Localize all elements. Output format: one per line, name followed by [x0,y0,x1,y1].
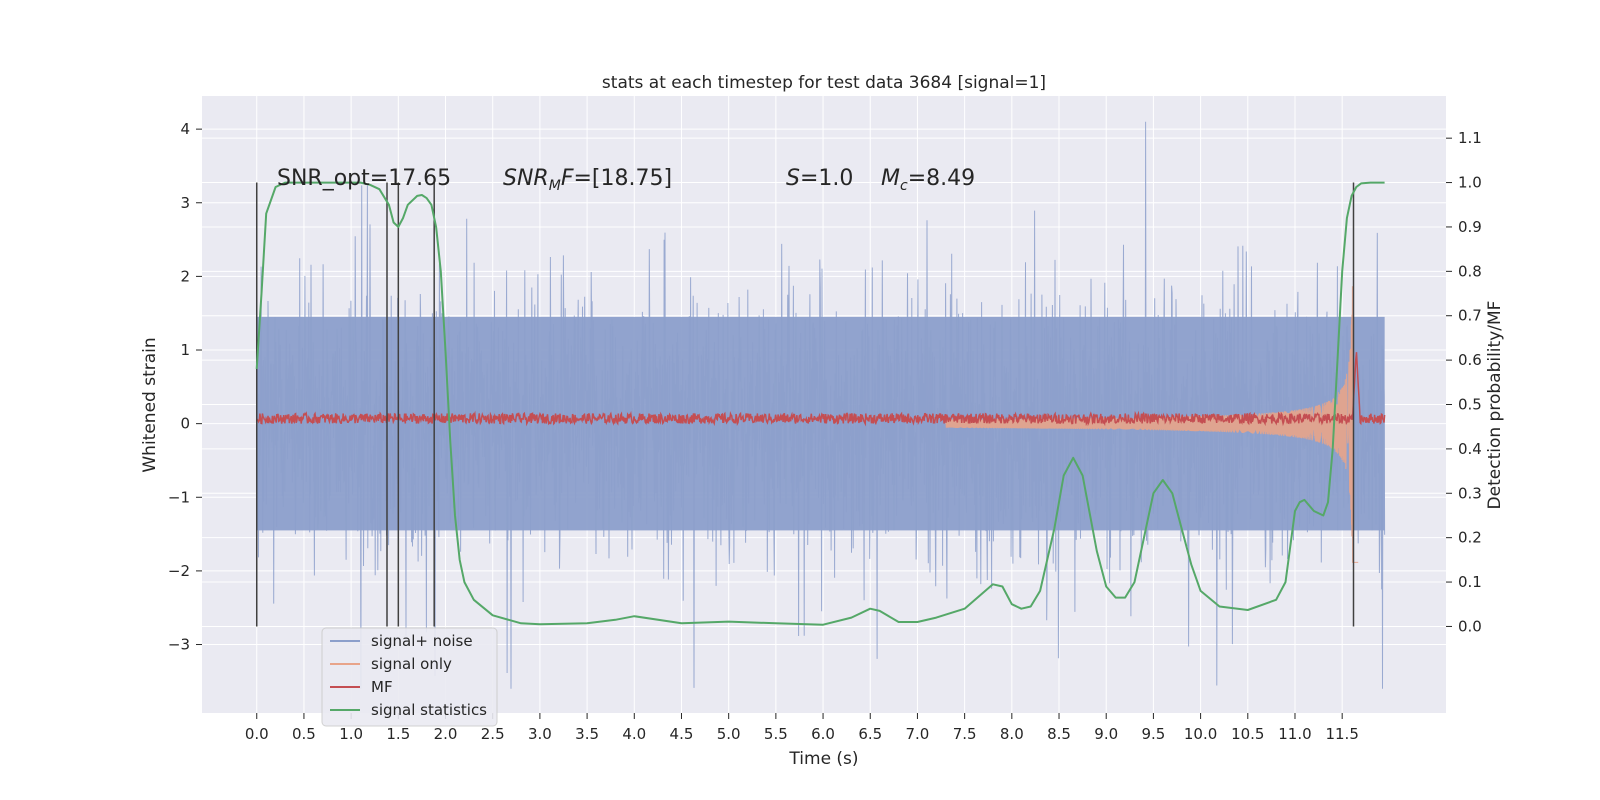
x-tick-label: 2.5 [481,725,505,743]
y2-tick-label: 0.9 [1458,218,1482,236]
annotation-snr-mf: SNRMF=[18.75] [503,166,672,194]
x-tick-label: 4.0 [622,725,646,743]
signal-statistics-line [255,181,1385,626]
y-tick-label: 2 [180,267,190,285]
x-tick-label: 5.5 [764,725,788,743]
legend: signal+ noise signal only MF signal stat… [321,627,498,727]
y-axis-right-ticks: 0.0 0.1 0.2 0.3 0.4 0.5 0.6 0.7 0.8 0.9 1.0 1.1 [1446,129,1482,635]
y2-tick-label: 0.2 [1458,529,1482,547]
x-tick-label: 10.0 [1184,725,1217,743]
y-tick-label: 1 [180,341,190,359]
x-tick-label: 4.5 [670,725,694,743]
x-tick-label: 2.0 [434,725,458,743]
y2-tick-label: 0.7 [1458,307,1482,325]
x-tick-label: 7.0 [906,725,930,743]
y2-axis-label: Detection probability/MF [1485,301,1505,510]
legend-label-signal-statistics: signal statistics [371,701,487,719]
x-tick-label: 3.5 [575,725,599,743]
x-tick-label: 6.0 [811,725,835,743]
y-tick-label: −3 [168,636,190,654]
y2-tick-label: 0.1 [1458,573,1482,591]
y-axis-label: Whitened strain [140,337,160,472]
x-tick-label: 3.0 [528,725,552,743]
chirp-trace [945,286,1359,563]
x-tick-label: 8.5 [1047,725,1071,743]
x-tick-label: 10.5 [1231,725,1264,743]
legend-label-signal-only: signal only [371,655,452,673]
mf-trace [256,352,1386,427]
legend-label-signal-noise: signal+ noise [371,632,473,650]
y-tick-label: −2 [168,562,190,580]
y2-tick-label: 1.1 [1458,129,1482,147]
annotation-snr-opt: SNR_opt=17.65 [277,166,451,191]
x-axis-label: Time (s) [788,749,858,769]
x-tick-label: 7.5 [953,725,977,743]
annotation-s: S=1.0 [786,166,853,191]
y-tick-label: 3 [180,194,190,212]
y-tick-label: −1 [168,488,190,506]
x-tick-label: 0.5 [292,725,316,743]
series-signal-statistics [255,181,1385,626]
x-tick-label: 9.5 [1141,725,1165,743]
annotation-mc: Mc=8.49 [881,166,975,194]
y2-tick-label: 0.8 [1458,262,1482,280]
y-tick-label: 0 [180,415,190,433]
chart-title: stats at each timestep for test data 368… [602,73,1046,93]
x-tick-label: 1.5 [386,725,410,743]
legend-box [321,627,498,727]
y2-tick-label: 0.3 [1458,484,1482,502]
x-tick-label: 11.5 [1325,725,1358,743]
y2-tick-label: 0.0 [1458,617,1482,635]
x-tick-label: 5.0 [717,725,741,743]
x-tick-label: 8.0 [1000,725,1024,743]
series-signal-only [945,286,1359,563]
y2-tick-label: 0.6 [1458,351,1482,369]
x-tick-label: 11.0 [1278,725,1311,743]
vertical-markers [255,182,1355,627]
y-tick-label: 4 [180,120,190,138]
x-tick-label: 6.5 [858,725,882,743]
y2-tick-label: 0.5 [1458,396,1482,414]
legend-label-mf: MF [371,678,393,696]
y2-tick-label: 0.4 [1458,440,1482,458]
x-tick-label: 0.0 [245,725,269,743]
x-tick-label: 1.0 [339,725,363,743]
x-axis-ticks: 0.0 0.5 1.0 1.5 2.0 2.5 3.0 3.5 4.0 4.5 5.0 5.5 6.0 6… [245,713,1359,743]
y-axis-left-ticks: −3 −2 −1 0 1 2 3 4 [168,120,202,654]
series-mf [256,352,1386,427]
x-tick-label: 9.0 [1094,725,1118,743]
y2-tick-label: 1.0 [1458,174,1482,192]
